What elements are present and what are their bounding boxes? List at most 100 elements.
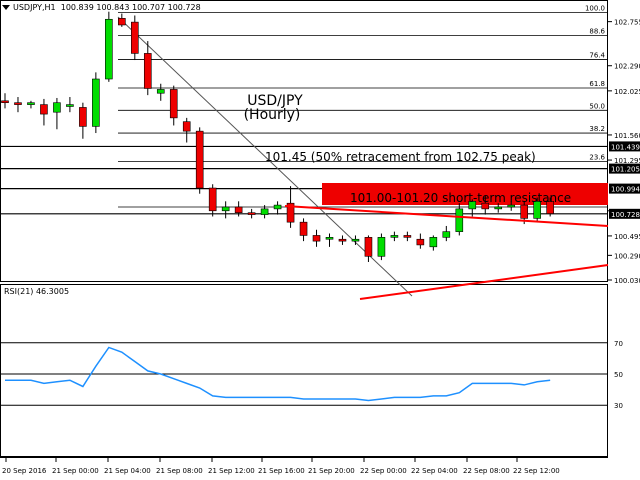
price-tick-label: 102.755: [614, 19, 640, 27]
price-badge-label: 101.439: [611, 143, 640, 151]
candle-body: [364, 237, 373, 257]
fib-label: 50.0: [589, 102, 605, 110]
retracement-annotation: 101.45 (50% retracement from 102.75 peak…: [265, 150, 536, 164]
candle-body: [403, 235, 412, 238]
time-tick-label: 21 Sep 16:00: [258, 467, 305, 475]
candle-body: [182, 121, 191, 132]
candle-body: [533, 201, 541, 219]
candle-body: [1, 100, 9, 104]
time-axis: 20 Sep 2016 21 Sep 00:00 21 Sep 04:00 21 Se…: [2, 457, 560, 475]
ohlc-values: 100.839 100.843 100.707 100.728: [60, 3, 201, 12]
candle-body: [546, 201, 554, 214]
price-badge: [609, 163, 640, 174]
candle-body: [325, 237, 334, 240]
fib-label: 88.6: [589, 27, 605, 35]
price-badge-label: 100.728: [611, 211, 640, 219]
candle-body: [442, 231, 451, 238]
resistance-zone: [322, 183, 608, 205]
time-tick-label: 22 Sep 04:00: [411, 467, 458, 475]
candle-body: [143, 53, 152, 89]
fib-label: 61.8: [589, 80, 605, 88]
candle-body: [468, 201, 477, 210]
price-tick-label: 102.025: [614, 88, 640, 96]
candle-body: [79, 107, 87, 127]
price-badge: [609, 183, 640, 194]
price-tick-label: 100.290: [614, 252, 640, 260]
time-tick-label: 22 Sep 08:00: [463, 467, 510, 475]
price-axis: 102.755 102.290 102.025 101.560 101.295 100.7…: [608, 19, 640, 285]
candle-body: [27, 102, 35, 105]
candle-body: [338, 238, 347, 242]
price-badge: [609, 208, 640, 219]
candle-body: [53, 102, 61, 113]
upper-trendline: [284, 205, 609, 227]
candle-body: [260, 208, 269, 215]
price-tick-label: 100.030: [614, 277, 640, 285]
price-tick-label: 101.295: [614, 157, 640, 165]
candle-body: [92, 78, 100, 127]
time-tick-label: 21 Sep 20:00: [308, 467, 355, 475]
rsi-line: [5, 346, 551, 402]
price-badge-label: 101.205: [611, 166, 640, 174]
rsi-panel-frame: [0, 284, 608, 457]
chart-title-line1: USD/JPY: [247, 93, 303, 109]
candles: [1, 11, 554, 262]
fib-label: 100.0: [585, 5, 605, 13]
time-tick-label: 21 Sep 00:00: [52, 467, 99, 475]
price-badge: [609, 141, 640, 152]
rsi-level-label: 50: [614, 371, 623, 379]
candle-body: [195, 130, 204, 189]
candle-body: [118, 18, 126, 26]
symbol-label: USDJPY,H1: [13, 3, 56, 12]
lower-trendline: [359, 264, 609, 300]
dropdown-triangle-icon[interactable]: [2, 5, 10, 10]
price-badge-label: 100.994: [611, 186, 640, 194]
candle-body: [351, 238, 360, 242]
candle-body: [169, 89, 178, 119]
fib-label: 23.6: [589, 153, 605, 161]
rsi-level-lines: 70 50 30: [0, 340, 623, 410]
candle-body: [494, 206, 503, 210]
candle-body: [299, 221, 308, 236]
candle-body: [481, 202, 490, 210]
candle-body: [520, 204, 529, 219]
time-tick-label: 22 Sep 00:00: [360, 467, 407, 475]
candle-body: [455, 208, 464, 232]
rsi-level-label: 70: [614, 340, 623, 348]
candle-body: [131, 21, 139, 54]
fib-label: 76.4: [589, 52, 605, 60]
candle-body: [156, 89, 165, 94]
candle-body: [390, 235, 399, 238]
time-tick-label: 21 Sep 04:00: [104, 467, 151, 475]
candle-body: [507, 204, 516, 208]
candle-body: [66, 104, 74, 107]
resistance-annotation: 101.00-101.20 short-term resistance: [350, 191, 571, 205]
symbol-header: USDJPY,H1 100.839 100.843 100.707 100.72…: [2, 3, 201, 12]
candle-body: [14, 102, 22, 105]
candle-body: [234, 206, 243, 213]
time-tick-label: 21 Sep 12:00: [208, 467, 255, 475]
time-tick-label: 21 Sep 08:00: [156, 467, 203, 475]
candle-body: [208, 187, 217, 212]
candle-body: [40, 104, 48, 115]
candle-body: [416, 238, 425, 246]
price-badges: 101.439 101.205 100.994 100.728: [609, 141, 640, 219]
rsi-header: RSI(21) 46.3005: [4, 287, 70, 296]
fib-anchor-line: [117, 16, 413, 297]
time-tick-label: 20 Sep 2016: [2, 467, 47, 475]
time-tick-label: 22 Sep 12:00: [513, 467, 560, 475]
rsi-level-label: 30: [614, 402, 623, 410]
candle-body: [247, 212, 256, 215]
price-tick-label: 102.290: [614, 63, 640, 71]
candle-body: [312, 235, 321, 242]
candle-body: [221, 206, 230, 212]
candle-body: [429, 237, 438, 248]
candle-body: [105, 18, 113, 80]
candle-body: [273, 204, 282, 210]
candle-body: [286, 202, 295, 223]
fib-label: 38.2: [589, 125, 605, 133]
price-tick-label: 101.560: [614, 132, 640, 140]
chart-title-line2: (Hourly): [244, 107, 301, 123]
price-tick-label: 100.495: [614, 233, 640, 241]
